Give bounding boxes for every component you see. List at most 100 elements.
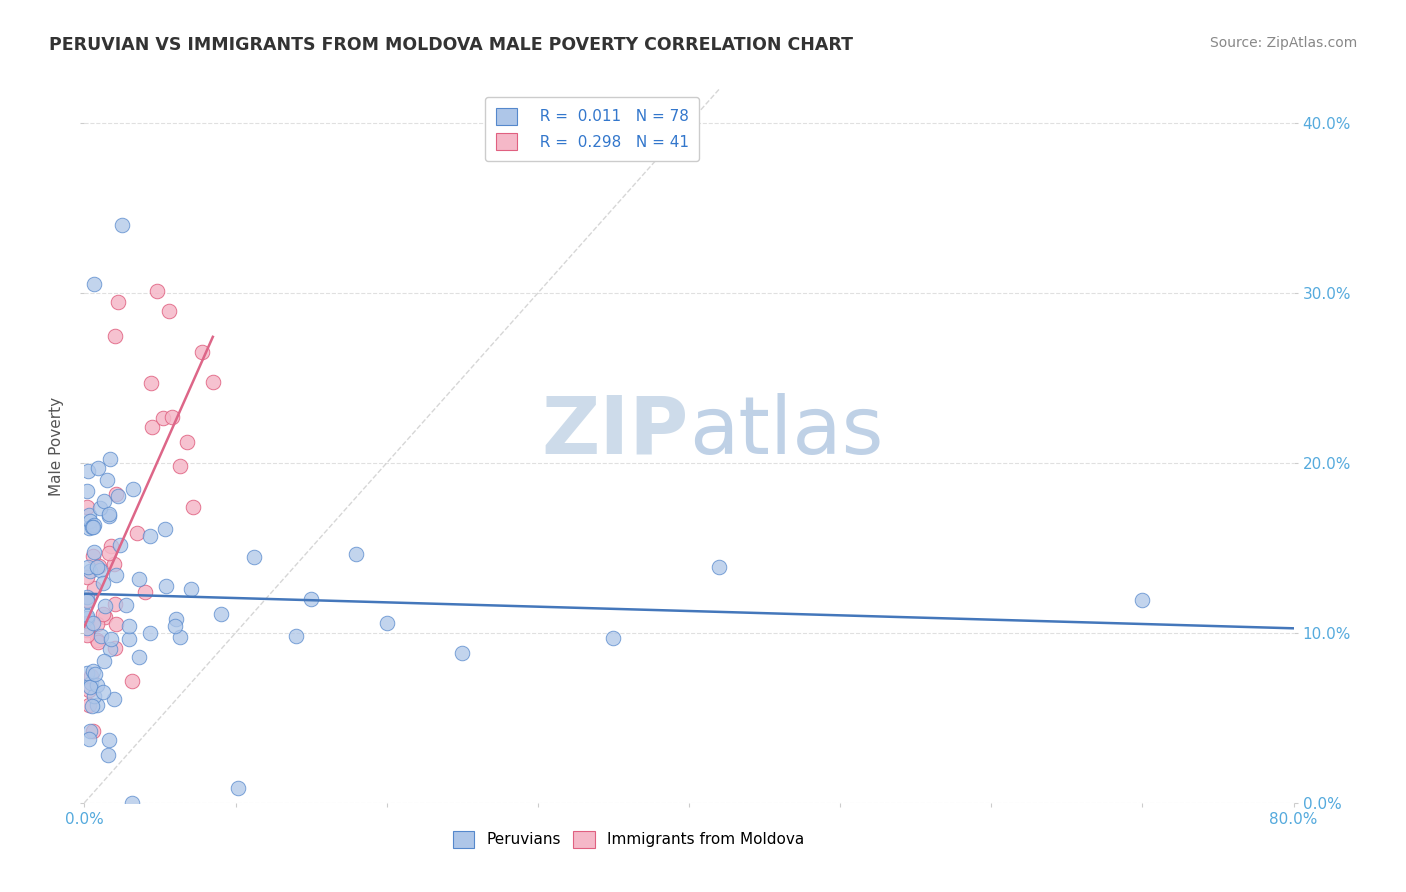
Point — [93, 653, 115, 667]
Point — [107, 489, 129, 503]
Point — [76, 616, 98, 631]
Point — [83, 517, 105, 532]
Point — [107, 294, 129, 309]
Point — [76, 570, 98, 584]
Point — [86, 632, 108, 647]
Point — [77, 508, 100, 523]
Point — [118, 619, 141, 633]
Point — [134, 585, 156, 599]
Point — [451, 646, 474, 660]
Point — [93, 610, 115, 624]
Text: Source: ZipAtlas.com: Source: ZipAtlas.com — [1209, 36, 1357, 50]
Point — [93, 684, 115, 698]
Point — [103, 692, 125, 706]
Point — [228, 780, 250, 795]
Point — [243, 549, 266, 564]
Point — [76, 611, 98, 625]
Point — [82, 519, 104, 533]
Point — [76, 623, 98, 637]
Point — [79, 724, 101, 739]
Point — [76, 593, 98, 607]
Point — [77, 464, 100, 478]
Point — [89, 562, 111, 576]
Point — [299, 591, 322, 606]
Point — [375, 616, 398, 631]
Point — [76, 608, 98, 623]
Point — [138, 529, 160, 543]
Point — [98, 508, 121, 523]
Point — [79, 514, 101, 528]
Point — [709, 560, 731, 574]
Point — [79, 680, 101, 694]
Point — [83, 581, 105, 595]
Point — [79, 564, 101, 578]
Point — [77, 560, 100, 574]
Point — [122, 482, 145, 496]
Point — [105, 487, 128, 501]
Point — [86, 617, 108, 632]
Point — [104, 598, 127, 612]
Point — [77, 521, 100, 535]
Y-axis label: Male Poverty: Male Poverty — [49, 396, 65, 496]
Point — [111, 218, 134, 232]
Point — [97, 508, 120, 522]
Point — [96, 473, 118, 487]
Point — [86, 678, 108, 692]
Point — [82, 665, 104, 679]
Point — [108, 537, 131, 551]
Point — [86, 460, 108, 475]
Point — [180, 582, 202, 597]
Point — [152, 411, 174, 425]
Point — [77, 682, 100, 697]
Point — [104, 328, 127, 343]
Point — [163, 619, 186, 633]
Point — [346, 547, 368, 561]
Point — [118, 632, 141, 646]
Point — [90, 629, 112, 643]
Text: atlas: atlas — [689, 392, 883, 471]
Point — [127, 525, 149, 540]
Point — [121, 796, 143, 810]
Point — [105, 617, 128, 632]
Point — [76, 590, 98, 604]
Point — [87, 634, 110, 648]
Point — [82, 724, 104, 739]
Point — [76, 593, 98, 607]
Point — [104, 567, 127, 582]
Point — [83, 277, 105, 291]
Point — [80, 699, 103, 714]
Point — [146, 284, 169, 298]
Point — [83, 545, 105, 559]
Point — [141, 419, 163, 434]
Point — [76, 483, 98, 498]
Point — [76, 621, 98, 635]
Point — [77, 698, 100, 713]
Point — [104, 640, 127, 655]
Text: PERUVIAN VS IMMIGRANTS FROM MOLDOVA MALE POVERTY CORRELATION CHART: PERUVIAN VS IMMIGRANTS FROM MOLDOVA MALE… — [49, 36, 853, 54]
Point — [86, 559, 108, 574]
Point — [139, 376, 162, 391]
Point — [602, 632, 624, 646]
Point — [139, 626, 162, 640]
Point — [98, 732, 121, 747]
Point — [98, 641, 121, 656]
Point — [91, 607, 114, 621]
Point — [191, 345, 214, 359]
Point — [169, 630, 191, 644]
Point — [100, 539, 122, 553]
Point — [100, 632, 122, 647]
Point — [86, 698, 108, 712]
Point — [76, 665, 98, 680]
Point — [128, 650, 150, 665]
Point — [284, 629, 307, 643]
Point — [209, 607, 232, 622]
Point — [121, 674, 143, 689]
Point — [176, 435, 198, 450]
Point — [82, 615, 104, 630]
Point — [128, 572, 150, 586]
Point — [165, 612, 187, 626]
Point — [80, 676, 103, 690]
Point — [84, 666, 107, 681]
Point — [83, 689, 105, 703]
Point — [1130, 592, 1153, 607]
